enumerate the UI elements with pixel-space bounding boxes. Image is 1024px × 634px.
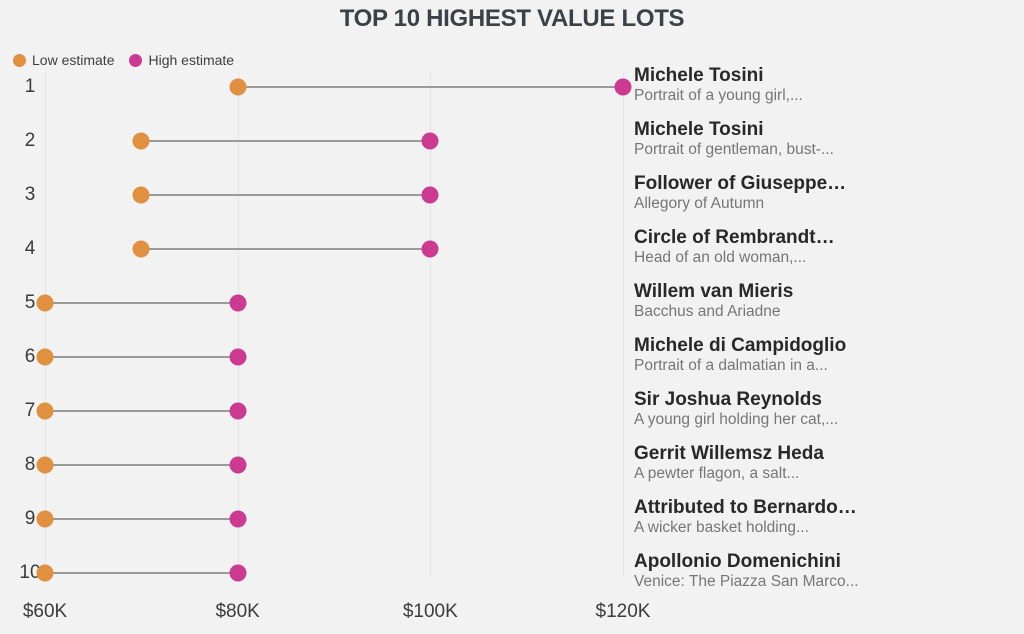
lot-work-title: Allegory of Autumn	[634, 195, 765, 212]
estimate-range-line	[45, 464, 238, 466]
estimate-range-line	[141, 140, 431, 142]
legend-high-label: High estimate	[148, 52, 235, 68]
lot-artist-name: Willem van Mieris	[634, 281, 794, 302]
lot-artist-name: Sir Joshua Reynolds	[634, 389, 822, 410]
lot-artist-name: Michele Tosini	[634, 119, 764, 140]
row-rank-label: 3	[24, 184, 36, 205]
row-rank-label: 5	[24, 292, 36, 313]
high-estimate-dot[interactable]	[229, 348, 247, 366]
lot-work-title: Venice: The Piazza San Marco...	[634, 573, 859, 590]
high-estimate-dot[interactable]	[421, 186, 439, 204]
high-estimate-swatch-icon	[129, 53, 143, 67]
row-rank-label: 2	[24, 130, 36, 151]
high-estimate-dot[interactable]	[229, 294, 247, 312]
lot-label: Willem van Mieris Bacchus and Ariadne	[634, 281, 793, 321]
lot-artist-name: Michele Tosini	[634, 65, 764, 86]
row-rank-label: 9	[24, 508, 36, 529]
lot-work-title: Head of an old woman,...	[634, 249, 807, 266]
estimate-range-line	[141, 194, 431, 196]
lot-work-title: Portrait of gentleman, bust-...	[634, 141, 834, 158]
x-axis-tick-label: $60K	[22, 601, 68, 622]
estimate-range-line	[45, 410, 238, 412]
lot-label: Michele di Campidoglio Portrait of a dalm…	[634, 335, 846, 375]
row-rank-label: 6	[24, 346, 36, 367]
high-estimate-dot[interactable]	[229, 564, 247, 582]
legend-item-low-estimate: Low estimate	[13, 52, 114, 68]
low-estimate-dot[interactable]	[36, 348, 54, 366]
lot-label: Attributed to Bernardo… A wicker basket h…	[634, 497, 857, 537]
row-rank-label: 10	[19, 562, 41, 583]
low-estimate-dot[interactable]	[36, 564, 54, 582]
gridline-100k	[430, 72, 432, 578]
lot-work-title: Bacchus and Ariadne	[634, 303, 781, 320]
low-estimate-dot[interactable]	[229, 78, 247, 96]
low-estimate-dot[interactable]	[36, 402, 54, 420]
lot-artist-name: Apollonio Domenichini	[634, 551, 841, 572]
lot-label: Michele Tosini Portrait of gentleman, bus…	[634, 119, 834, 159]
lot-work-title: Portrait of a young girl,...	[634, 87, 803, 104]
lot-work-title: Portrait of a dalmatian in a...	[634, 357, 828, 374]
lot-label: Sir Joshua Reynolds A young girl holding …	[634, 389, 838, 429]
lot-artist-name: Circle of Rembrandt…	[634, 227, 835, 248]
x-axis-tick-label: $120K	[595, 601, 651, 622]
gridline-80k	[237, 72, 239, 578]
lot-label: Michele Tosini Portrait of a young girl,.…	[634, 65, 803, 105]
lot-label: Gerrit Willemsz Heda A pewter flagon, a s…	[634, 443, 824, 483]
lot-artist-name: Attributed to Bernardo…	[634, 497, 857, 518]
lot-artist-name: Gerrit Willemsz Heda	[634, 443, 824, 464]
low-estimate-dot[interactable]	[132, 240, 150, 258]
lot-label: Follower of Giuseppe… Allegory of Autumn	[634, 173, 846, 213]
x-axis-tick-label: $100K	[402, 601, 458, 622]
gridline-120k	[623, 72, 624, 578]
low-estimate-dot[interactable]	[36, 294, 54, 312]
low-estimate-dot[interactable]	[132, 132, 150, 150]
high-estimate-dot[interactable]	[229, 510, 247, 528]
lot-artist-name: Michele di Campidoglio	[634, 335, 847, 356]
estimate-range-line	[45, 302, 238, 304]
low-estimate-dot[interactable]	[36, 456, 54, 474]
row-rank-label: 1	[24, 76, 36, 97]
estimate-range-line	[45, 356, 238, 358]
lot-work-title: A pewter flagon, a salt...	[634, 465, 800, 482]
chart-legend: Low estimate High estimate	[13, 52, 234, 68]
high-estimate-dot[interactable]	[229, 402, 247, 420]
legend-low-label: Low estimate	[32, 52, 115, 68]
lot-artist-name: Follower of Giuseppe…	[634, 173, 847, 194]
estimate-range-line	[237, 86, 623, 88]
high-estimate-dot[interactable]	[229, 456, 247, 474]
low-estimate-swatch-icon	[13, 53, 26, 67]
row-rank-label: 8	[24, 454, 36, 475]
lot-label: Circle of Rembrandt… Head of an old woman…	[634, 227, 835, 267]
estimate-range-line	[45, 518, 238, 520]
chart-title: TOP 10 HIGHEST VALUE LOTS	[339, 5, 685, 32]
low-estimate-dot[interactable]	[36, 510, 54, 528]
high-estimate-dot[interactable]	[614, 78, 632, 96]
lot-label: Apollonio Domenichini Venice: The Piazza …	[634, 551, 859, 591]
high-estimate-dot[interactable]	[421, 240, 439, 258]
legend-item-high-estimate: High estimate	[129, 52, 234, 68]
row-rank-label: 7	[24, 400, 36, 421]
row-rank-label: 4	[24, 238, 36, 259]
x-axis-tick-label: $80K	[215, 601, 260, 622]
estimate-range-line	[45, 572, 238, 574]
lot-work-title: A wicker basket holding...	[634, 519, 809, 536]
low-estimate-dot[interactable]	[132, 186, 150, 204]
lot-work-title: A young girl holding her cat,...	[634, 411, 839, 428]
gridline-60k	[45, 72, 46, 578]
estimate-range-line	[141, 248, 431, 250]
high-estimate-dot[interactable]	[421, 132, 439, 150]
